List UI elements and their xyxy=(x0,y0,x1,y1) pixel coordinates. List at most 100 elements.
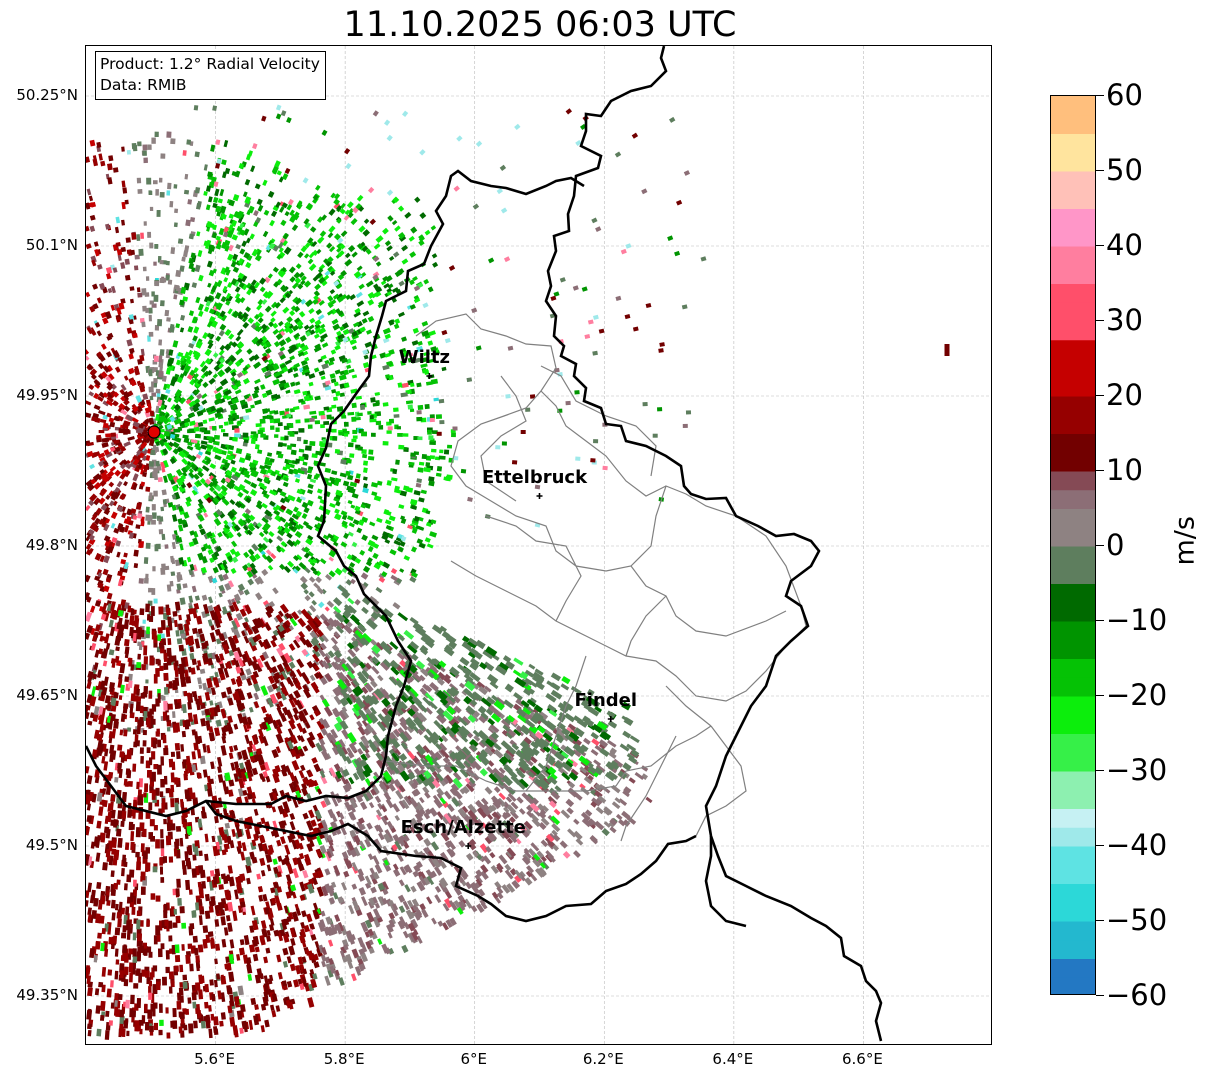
echo-pixel xyxy=(105,548,111,555)
echo-pixel xyxy=(214,671,219,678)
echo-pixel xyxy=(205,458,212,465)
echo-pixel xyxy=(355,473,361,479)
echo-pixel xyxy=(194,433,201,439)
echo-pixel xyxy=(218,584,225,592)
echo-pixel xyxy=(136,234,141,242)
echo-pixel xyxy=(111,457,119,464)
echo-pixel xyxy=(132,473,139,481)
echo-pixel xyxy=(393,407,399,413)
echo-pixel xyxy=(125,462,132,470)
echo-pixel xyxy=(93,392,100,400)
echo-pixel xyxy=(186,139,192,145)
echo-pixel xyxy=(195,453,202,459)
echo-pixel xyxy=(303,324,310,331)
echo-pixel xyxy=(351,492,359,499)
echo-pixel xyxy=(192,910,197,917)
echo-pixel xyxy=(249,489,258,497)
echo-pixel xyxy=(154,131,159,138)
echo-pixel xyxy=(374,291,382,298)
echo-pixel xyxy=(279,410,285,416)
echo-pixel xyxy=(99,916,105,923)
echo-pixel xyxy=(424,537,431,543)
echo-pixel xyxy=(421,320,429,327)
echo-pixel xyxy=(264,305,272,313)
echo-pixel xyxy=(203,481,211,488)
echo-pixel xyxy=(168,935,173,942)
echo-pixel xyxy=(349,294,356,301)
echo-pixel xyxy=(282,481,289,488)
echo-pixel xyxy=(142,266,147,272)
echo-pixel xyxy=(160,778,165,788)
echo-pixel xyxy=(93,241,99,247)
map-panel[interactable] xyxy=(85,45,992,1045)
echo-pixel xyxy=(319,230,327,238)
echo-pixel xyxy=(123,966,129,976)
echo-pixel xyxy=(187,429,192,434)
echo-pixel xyxy=(212,440,220,446)
echo-pixel xyxy=(169,201,174,208)
echo-pixel xyxy=(206,544,212,550)
echo-pixel xyxy=(418,516,424,522)
echo-pixel xyxy=(294,297,303,305)
echo-pixel xyxy=(155,405,160,413)
echo-pixel xyxy=(236,953,241,961)
echo-pixel xyxy=(439,449,444,454)
echo-pixel xyxy=(297,523,304,530)
echo-pixel xyxy=(609,826,617,834)
echo-pixel xyxy=(304,418,310,423)
echo-pixel xyxy=(313,367,320,373)
echo-pixel xyxy=(277,422,283,427)
echo-pixel xyxy=(100,473,109,481)
echo-pixel xyxy=(165,1007,169,1014)
echo-pixel xyxy=(217,766,222,774)
echo-pixel xyxy=(337,333,345,341)
echo-pixel xyxy=(297,617,307,628)
echo-pixel xyxy=(242,191,248,198)
echo-pixel xyxy=(148,314,152,322)
echo-pixel xyxy=(86,291,91,298)
echo-pixel xyxy=(216,756,223,767)
echo-pixel xyxy=(443,449,450,455)
echo-pixel xyxy=(413,490,421,496)
echo-pixel xyxy=(362,487,369,494)
echo-pixel xyxy=(158,370,164,378)
echo-pixel xyxy=(153,1002,158,1009)
echo-pixel xyxy=(138,578,144,584)
echo-pixel xyxy=(267,190,275,198)
radar-map[interactable] xyxy=(86,46,992,1045)
echo-pixel xyxy=(290,381,296,387)
echo-pixel xyxy=(182,560,188,567)
echo-pixel xyxy=(117,744,123,751)
echo-pixel xyxy=(362,453,368,459)
echo-pixel xyxy=(86,327,93,335)
echo-pixel xyxy=(86,611,93,623)
echo-pixel xyxy=(232,437,238,442)
echo-pixel xyxy=(286,367,294,374)
echo-pixel xyxy=(157,739,162,748)
echo-pixel xyxy=(224,472,233,480)
echo-pixel xyxy=(257,449,263,455)
echo-pixel xyxy=(161,489,167,496)
echo-pixel xyxy=(284,844,291,855)
echo-pixel xyxy=(331,318,339,325)
echo-pixel xyxy=(245,668,252,676)
echo-pixel xyxy=(121,219,126,226)
echo-pixel xyxy=(136,661,142,669)
echo-pixel xyxy=(129,298,134,304)
echo-pixel xyxy=(105,351,113,358)
echo-pixel xyxy=(200,546,207,552)
echo-pixel xyxy=(137,653,141,660)
echo-pixel xyxy=(253,362,260,370)
echo-pixel xyxy=(351,251,358,258)
echo-pixel xyxy=(377,674,384,682)
echo-pixel xyxy=(125,414,134,422)
echo-pixel xyxy=(155,787,160,796)
echo-pixel xyxy=(320,375,326,380)
echo-pixel xyxy=(170,798,175,808)
echo-pixel xyxy=(163,856,168,863)
echo-pixel xyxy=(146,177,152,185)
echo-pixel xyxy=(225,395,232,401)
echo-pixel xyxy=(299,335,307,342)
echo-pixel xyxy=(343,870,350,878)
echo-pixel xyxy=(151,392,156,397)
